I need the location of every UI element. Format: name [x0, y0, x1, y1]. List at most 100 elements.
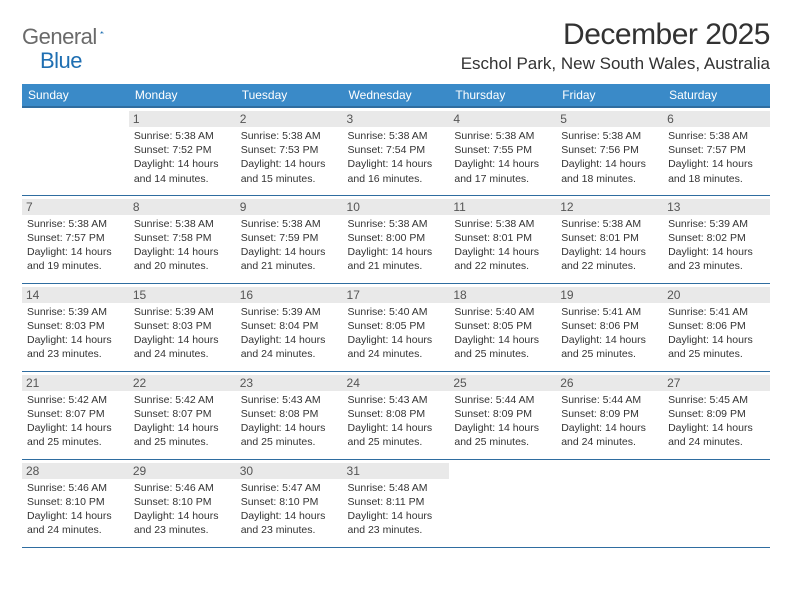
calendar-row: 28 Sunrise: 5:46 AMSunset: 8:10 PMDayligh… — [22, 459, 770, 547]
calendar-cell — [449, 459, 556, 547]
day-details: Sunrise: 5:39 AMSunset: 8:02 PMDaylight:… — [668, 217, 765, 274]
day-number: 4 — [449, 111, 556, 127]
logo: General — [22, 18, 124, 50]
day-number: 25 — [449, 375, 556, 391]
day-details: Sunrise: 5:43 AMSunset: 8:08 PMDaylight:… — [348, 393, 445, 450]
day-details: Sunrise: 5:39 AMSunset: 8:03 PMDaylight:… — [134, 305, 231, 362]
calendar-cell: 9Sunrise: 5:38 AMSunset: 7:59 PMDaylight… — [236, 195, 343, 283]
day-details: Sunrise: 5:46 AMSunset: 8:10 PMDaylight:… — [27, 481, 124, 538]
logo-text-1: General — [22, 24, 97, 50]
day-number: 17 — [343, 287, 450, 303]
day-details: Sunrise: 5:38 AMSunset: 7:57 PMDaylight:… — [27, 217, 124, 274]
calendar-cell: 15 Sunrise: 5:39 AMSunset: 8:03 PMDayligh… — [129, 283, 236, 371]
calendar-cell — [663, 459, 770, 547]
day-details: Sunrise: 5:48 AMSunset: 8:11 PMDaylight:… — [348, 481, 445, 538]
day-details: Sunrise: 5:38 AMSunset: 7:54 PMDaylight:… — [348, 129, 445, 186]
calendar-cell: 14 Sunrise: 5:39 AMSunset: 8:03 PMDayligh… — [22, 283, 129, 371]
calendar-cell: 3Sunrise: 5:38 AMSunset: 7:54 PMDaylight… — [343, 107, 450, 195]
calendar-cell: 21Sunrise: 5:42 AMSunset: 8:07 PMDayligh… — [22, 371, 129, 459]
calendar-cell: 20 Sunrise: 5:41 AMSunset: 8:06 PMDayligh… — [663, 283, 770, 371]
day-number: 11 — [449, 199, 556, 215]
calendar-row: 14 Sunrise: 5:39 AMSunset: 8:03 PMDayligh… — [22, 283, 770, 371]
day-details: Sunrise: 5:41 AMSunset: 8:06 PMDaylight:… — [668, 305, 765, 362]
day-number: 20 — [663, 287, 770, 303]
day-number: 6 — [663, 111, 770, 127]
day-number: 14 — [22, 287, 129, 303]
calendar-cell: 7 Sunrise: 5:38 AMSunset: 7:57 PMDaylight… — [22, 195, 129, 283]
calendar-cell: 6 Sunrise: 5:38 AMSunset: 7:57 PMDaylight… — [663, 107, 770, 195]
calendar-cell: 24Sunrise: 5:43 AMSunset: 8:08 PMDayligh… — [343, 371, 450, 459]
day-number: 8 — [129, 199, 236, 215]
day-number: 18 — [449, 287, 556, 303]
header: General December 2025 Eschol Park, New S… — [22, 18, 770, 74]
day-details: Sunrise: 5:40 AMSunset: 8:05 PMDaylight:… — [348, 305, 445, 362]
day-number: 26 — [556, 375, 663, 391]
location: Eschol Park, New South Wales, Australia — [461, 54, 770, 74]
calendar-cell: 17 Sunrise: 5:40 AMSunset: 8:05 PMDayligh… — [343, 283, 450, 371]
day-details: Sunrise: 5:38 AMSunset: 7:57 PMDaylight:… — [668, 129, 765, 186]
calendar-body: 1Sunrise: 5:38 AMSunset: 7:52 PMDaylight… — [22, 107, 770, 547]
day-number: 19 — [556, 287, 663, 303]
calendar-cell: 25 Sunrise: 5:44 AMSunset: 8:09 PMDayligh… — [449, 371, 556, 459]
day-number: 16 — [236, 287, 343, 303]
weekday-header: Tuesday — [236, 84, 343, 107]
day-details: Sunrise: 5:46 AMSunset: 8:10 PMDaylight:… — [134, 481, 231, 538]
day-details: Sunrise: 5:44 AMSunset: 8:09 PMDaylight:… — [561, 393, 658, 450]
calendar-row: 1Sunrise: 5:38 AMSunset: 7:52 PMDaylight… — [22, 107, 770, 195]
calendar-cell: 11 Sunrise: 5:38 AMSunset: 8:01 PMDayligh… — [449, 195, 556, 283]
day-number: 22 — [129, 375, 236, 391]
day-number: 10 — [343, 199, 450, 215]
calendar-cell: 12Sunrise: 5:38 AMSunset: 8:01 PMDayligh… — [556, 195, 663, 283]
calendar-cell: 1Sunrise: 5:38 AMSunset: 7:52 PMDaylight… — [129, 107, 236, 195]
day-details: Sunrise: 5:38 AMSunset: 7:55 PMDaylight:… — [454, 129, 551, 186]
day-details: Sunrise: 5:43 AMSunset: 8:08 PMDaylight:… — [241, 393, 338, 450]
calendar-cell: 13Sunrise: 5:39 AMSunset: 8:02 PMDayligh… — [663, 195, 770, 283]
day-details: Sunrise: 5:38 AMSunset: 8:01 PMDaylight:… — [454, 217, 551, 274]
day-details: Sunrise: 5:39 AMSunset: 8:04 PMDaylight:… — [241, 305, 338, 362]
weekday-header: Saturday — [663, 84, 770, 107]
month-title: December 2025 — [461, 18, 770, 52]
calendar-cell: 31Sunrise: 5:48 AMSunset: 8:11 PMDayligh… — [343, 459, 450, 547]
calendar-cell: 4 Sunrise: 5:38 AMSunset: 7:55 PMDaylight… — [449, 107, 556, 195]
weekday-header: Thursday — [449, 84, 556, 107]
calendar-cell: 10 Sunrise: 5:38 AMSunset: 8:00 PMDayligh… — [343, 195, 450, 283]
day-number: 28 — [22, 463, 129, 479]
calendar-cell: 5 Sunrise: 5:38 AMSunset: 7:56 PMDaylight… — [556, 107, 663, 195]
calendar-cell: 27 Sunrise: 5:45 AMSunset: 8:09 PMDayligh… — [663, 371, 770, 459]
day-number: 27 — [663, 375, 770, 391]
day-number: 29 — [129, 463, 236, 479]
day-number: 5 — [556, 111, 663, 127]
day-details: Sunrise: 5:44 AMSunset: 8:09 PMDaylight:… — [454, 393, 551, 450]
day-number: 7 — [22, 199, 129, 215]
weekday-header: Wednesday — [343, 84, 450, 107]
day-number: 15 — [129, 287, 236, 303]
day-number: 1 — [129, 111, 236, 127]
title-block: December 2025 Eschol Park, New South Wal… — [461, 18, 770, 74]
day-details: Sunrise: 5:41 AMSunset: 8:06 PMDaylight:… — [561, 305, 658, 362]
day-details: Sunrise: 5:42 AMSunset: 8:07 PMDaylight:… — [134, 393, 231, 450]
day-details: Sunrise: 5:38 AMSunset: 7:56 PMDaylight:… — [561, 129, 658, 186]
day-details: Sunrise: 5:38 AMSunset: 7:53 PMDaylight:… — [241, 129, 338, 186]
day-number: 30 — [236, 463, 343, 479]
day-number: 9 — [236, 199, 343, 215]
day-details: Sunrise: 5:45 AMSunset: 8:09 PMDaylight:… — [668, 393, 765, 450]
calendar-cell — [556, 459, 663, 547]
calendar-cell: 19 Sunrise: 5:41 AMSunset: 8:06 PMDayligh… — [556, 283, 663, 371]
calendar-table: SundayMondayTuesdayWednesdayThursdayFrid… — [22, 84, 770, 548]
day-details: Sunrise: 5:38 AMSunset: 8:00 PMDaylight:… — [348, 217, 445, 274]
day-number: 2 — [236, 111, 343, 127]
weekday-header: Sunday — [22, 84, 129, 107]
day-details: Sunrise: 5:40 AMSunset: 8:05 PMDaylight:… — [454, 305, 551, 362]
calendar-row: 21 Sunrise: 5:42 AMSunset: 8:07 PMDayligh… — [22, 371, 770, 459]
weekday-header: Friday — [556, 84, 663, 107]
day-details: Sunrise: 5:38 AMSunset: 8:01 PMDaylight:… — [561, 217, 658, 274]
calendar-cell: 30Sunrise: 5:47 AMSunset: 8:10 PMDayligh… — [236, 459, 343, 547]
calendar-cell: 29 Sunrise: 5:46 AMSunset: 8:10 PMDayligh… — [129, 459, 236, 547]
calendar-row: 7 Sunrise: 5:38 AMSunset: 7:57 PMDaylight… — [22, 195, 770, 283]
calendar-cell: 26 Sunrise: 5:44 AMSunset: 8:09 PMDayligh… — [556, 371, 663, 459]
calendar-cell: 8Sunrise: 5:38 AMSunset: 7:58 PMDaylight… — [129, 195, 236, 283]
calendar-cell: 28 Sunrise: 5:46 AMSunset: 8:10 PMDayligh… — [22, 459, 129, 547]
day-details: Sunrise: 5:39 AMSunset: 8:03 PMDaylight:… — [27, 305, 124, 362]
day-number: 21 — [22, 375, 129, 391]
logo-sail-icon — [100, 24, 104, 40]
